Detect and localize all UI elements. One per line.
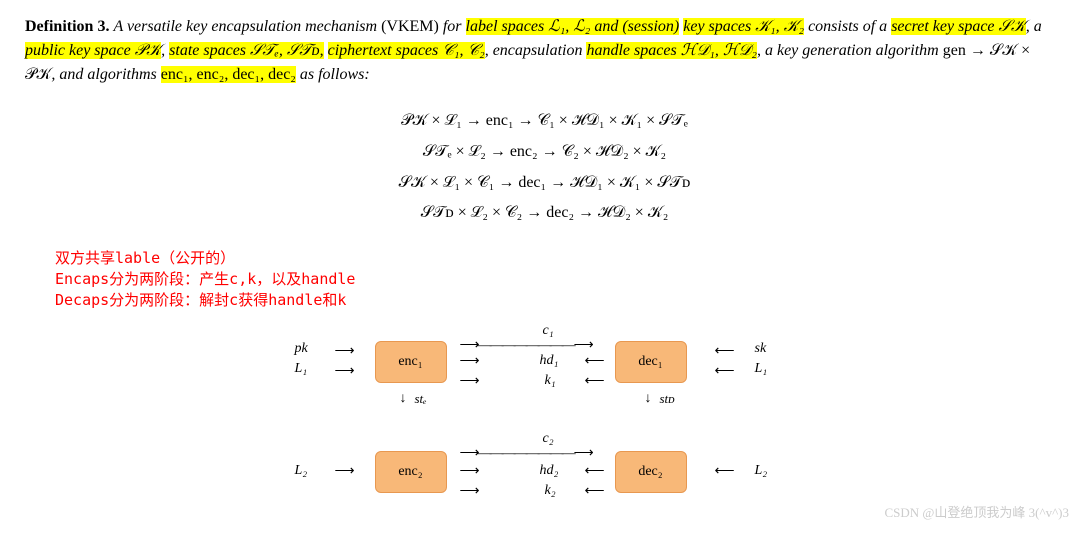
annotation-3: Decaps分为两阶段：解封c获得handle和k [55,290,1064,311]
arrow-hd2-l: ⟶ [460,463,480,480]
def-hl5: state spaces 𝒮𝒯ₑ, 𝒮𝒯ᴅ, [169,42,323,59]
def-abbr: (VKEM) [381,18,439,35]
arrow-l1r: ⟵ [715,363,735,380]
def-and-alg: , and algorithms [51,66,156,83]
def-intro: A [113,18,122,35]
def-hl8: enc₁, enc₂, dec₁, dec₂ [161,66,296,83]
def-consists: consists of a [808,18,887,35]
definition-text: Definition 3. A versatile key encapsulat… [25,15,1064,87]
def-hl7: handle spaces ℋ𝒟₁, ℋ𝒟₂ [586,42,757,59]
l1-left-label: L₁ [295,361,308,377]
annotations-block: 双方共享lable（公开的） Encaps分为两阶段：产生c,k，以及handl… [55,248,1064,311]
l2-left-label: L₂ [295,463,308,479]
arrow-l1: ⟶ [335,363,355,380]
def-hl4: public key space 𝒫𝒦 [25,42,161,59]
def-hl2: key spaces 𝒦₁, 𝒦₂ [683,18,804,35]
def-comma1: , [161,42,165,59]
arrow-k2-l: ⟶ [460,483,480,500]
enc2-box: enc₂ [375,451,447,493]
arrow-c2: ⟶————————⟶ [460,445,592,462]
def-term: versatile key encapsulation mechanism [127,18,377,35]
def-follows: as follows: [300,66,370,83]
dec2-box: dec₂ [615,451,687,493]
annotation-2: Encaps分为两阶段：产生c,k，以及handle [55,269,1064,290]
sk-label: sk [755,341,767,357]
def-hl6: ciphertext spaces 𝒞₁, 𝒞₂ [328,42,485,59]
arrow-c1: ⟶————————⟶ [460,337,592,354]
annotation-1: 双方共享lable（公开的） [55,248,1064,269]
equations-block: 𝒫𝒦 × ℒ₁ → enc₁ → 𝒞₁ × ℋ𝒟₁ × 𝒦₁ × 𝒮𝒯ₑ 𝒮𝒯ₑ… [25,107,1064,228]
equation-1: 𝒫𝒦 × ℒ₁ → enc₁ → 𝒞₁ × ℋ𝒟₁ × 𝒦₁ × 𝒮𝒯ₑ [25,107,1064,136]
ste-label: stₑ [415,391,427,407]
arrow-l2r: ⟵ [715,463,735,480]
def-hl3: secret key space 𝒮𝒦 [891,18,1026,35]
def-for: for [443,18,462,35]
def-comma-a: , a [1026,18,1042,35]
arrow-k1-r: ⟵ [585,373,605,390]
arrow-hd1-l: ⟶ [460,353,480,370]
pk-label: pk [295,341,308,357]
arrow-k1-l: ⟶ [460,373,480,390]
k2-label: k₂ [545,483,556,499]
arrow-pk: ⟶ [335,343,355,360]
std-label: stᴅ [660,391,675,407]
hd1-label: hd₁ [540,353,559,369]
equation-3: 𝒮𝒦 × ℒ₁ × 𝒞₁ → dec₁ → ℋ𝒟₁ × 𝒦₁ × 𝒮𝒯ᴅ [25,169,1064,198]
arrow-k2-r: ⟵ [585,483,605,500]
def-encaps: , encapsulation [485,42,583,59]
def-keygen: , a key generation algorithm [757,42,939,59]
arrow-std-down: ↓ [645,391,652,407]
k1-label: k₁ [545,373,556,389]
l2-right-label: L₂ [755,463,768,479]
arrow-ste-down: ↓ [400,391,407,407]
definition-title: Definition 3. [25,18,109,35]
watermark-text: CSDN @山登绝顶我为峰 3(^v^)3 [884,502,1069,521]
enc1-box: enc₁ [375,341,447,383]
arrow-l2: ⟶ [335,463,355,480]
dec1-box: dec₁ [615,341,687,383]
hd2-label: hd₂ [540,463,559,479]
vkem-diagram: enc₁ dec₁ enc₂ dec₂ pk L₁ ⟶ ⟶ sk L₁ ⟵ ⟵ … [265,331,825,511]
arrow-hd2-r: ⟵ [585,463,605,480]
l1-right-label: L₁ [755,361,768,377]
arrow-sk: ⟵ [715,343,735,360]
arrow-hd1-r: ⟵ [585,353,605,370]
equation-4: 𝒮𝒯ᴅ × ℒ₂ × 𝒞₂ → dec₂ → ℋ𝒟₂ × 𝒦₂ [25,199,1064,228]
equation-2: 𝒮𝒯ₑ × ℒ₂ → enc₂ → 𝒞₂ × ℋ𝒟₂ × 𝒦₂ [25,138,1064,167]
def-hl1: label spaces ℒ₁, ℒ₂ and (session) [466,18,680,35]
